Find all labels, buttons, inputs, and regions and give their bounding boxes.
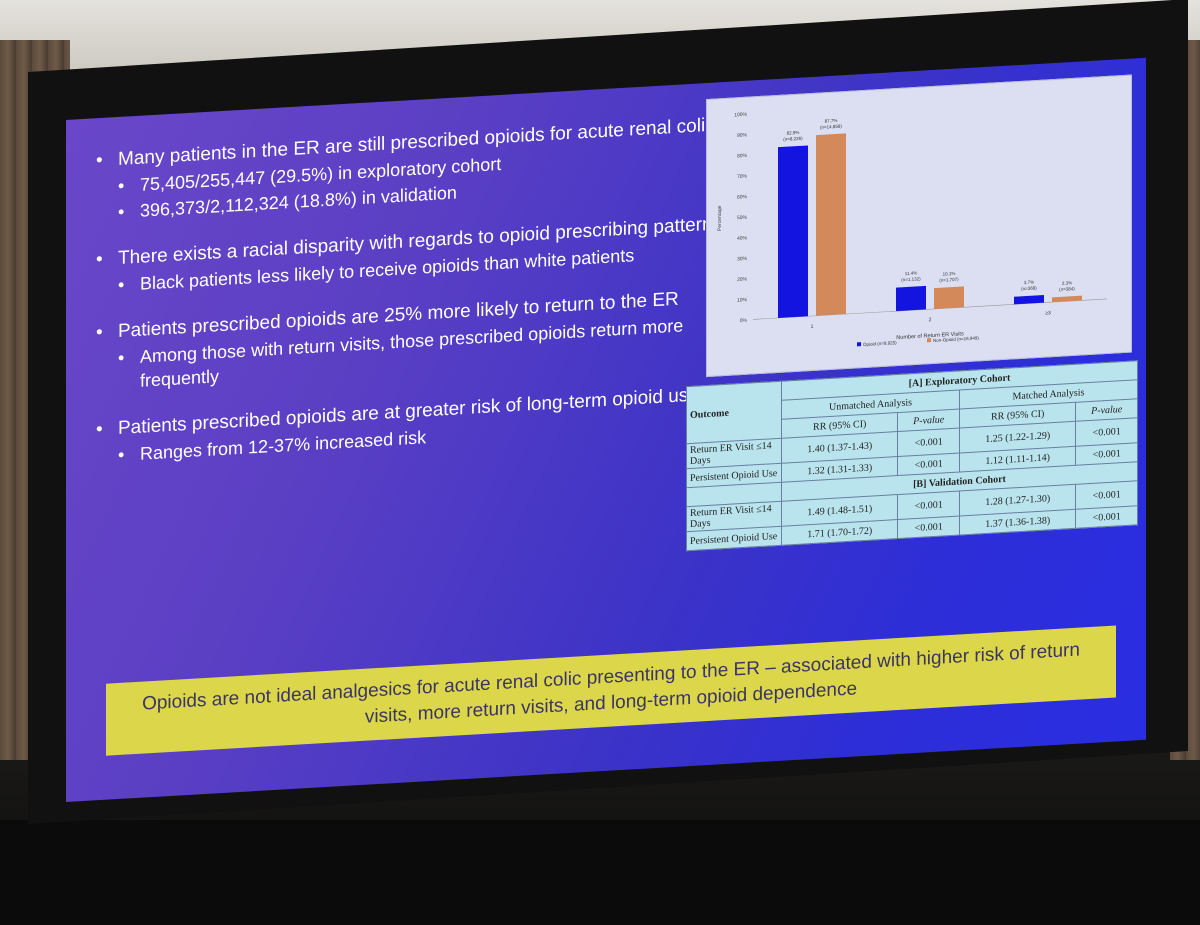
bullet-group-1: Many patients in the ER are still prescr… (96, 111, 736, 225)
bullet-group-2: There exists a racial disparity with reg… (96, 210, 736, 298)
bar (934, 286, 964, 309)
data-label: (n=1,707) (939, 277, 959, 283)
pvalue-cell: <0.001 (897, 490, 960, 520)
data-label: (n=384) (1059, 286, 1075, 292)
data-label: 87.7% (825, 118, 838, 124)
x-axis-line (753, 298, 1107, 320)
data-label: (n=14,858) (820, 124, 842, 130)
data-label: (n=368) (1021, 285, 1037, 291)
y-tick-label: 30% (737, 256, 748, 263)
bullet-group-4: Patients prescribed opioids are at great… (96, 380, 736, 468)
legend-label: Non-Opioid (n=16,949) (933, 335, 979, 343)
x-tick-label: 2 (929, 317, 932, 323)
data-label: (n=1,132) (901, 276, 921, 282)
bar (816, 133, 846, 316)
outcome-header: Outcome (686, 381, 782, 444)
pvalue-cell: <0.001 (1075, 417, 1138, 447)
y-tick-label: 10% (737, 297, 748, 304)
results-table: Outcome [A] Exploratory Cohort Unmatched… (686, 360, 1138, 552)
data-label: 2.3% (1062, 280, 1072, 286)
y-tick-label: 0% (740, 318, 748, 324)
legend-label: Opioid (n=9,925) (863, 340, 897, 347)
bar (1014, 294, 1044, 305)
bar (896, 285, 926, 312)
y-tick-label: 80% (737, 153, 748, 160)
y-tick-label: 20% (737, 277, 748, 284)
data-label: (n=8,226) (783, 136, 803, 142)
legend-swatch (857, 342, 861, 347)
y-tick-label: 90% (737, 132, 748, 139)
data-label: 11.4% (905, 270, 917, 276)
outcome-cell: Persistent Opioid Use (686, 526, 782, 551)
data-label: 82.9% (787, 130, 800, 136)
pvalue-cell: <0.001 (897, 427, 960, 457)
y-axis-label: Percentage (717, 205, 723, 231)
y-tick-label: 40% (737, 235, 748, 242)
pvalue-cell: <0.001 (1075, 480, 1138, 510)
bar (1052, 295, 1082, 303)
pvalue-cell: <0.001 (1075, 505, 1138, 529)
y-tick-label: 100% (734, 112, 747, 119)
bar-chart-svg: 0% 10% 20% 30% 40% 50% 60% 70% 80% 90% 100% Percent… (717, 112, 1107, 347)
y-tick-label: 50% (737, 215, 748, 222)
presentation-slide: Many patients in the ER are still prescr… (66, 57, 1146, 802)
legend-swatch (927, 338, 931, 343)
x-tick-label: 1 (811, 324, 814, 330)
bar (778, 145, 808, 318)
bullet-group-3: Patients prescribed opioids are 25% more… (96, 283, 736, 395)
data-label: 3.7% (1024, 280, 1034, 286)
bar-chart: 0% 10% 20% 30% 40% 50% 60% 70% 80% 90% 100% Percent… (706, 74, 1132, 378)
data-label: 10.1% (943, 271, 956, 277)
y-tick-label: 60% (737, 194, 748, 201)
x-axis-label: Number of Return ER Visits (896, 331, 964, 341)
room-floor (0, 820, 1200, 925)
bullet-list: Many patients in the ER are still prescr… (96, 111, 736, 490)
conclusion-banner: Opioids are not ideal analgesics for acu… (106, 625, 1116, 756)
x-tick-label: ≥3 (1045, 310, 1051, 316)
pvalue-cell: <0.001 (897, 515, 960, 539)
y-tick-label: 70% (737, 174, 748, 181)
